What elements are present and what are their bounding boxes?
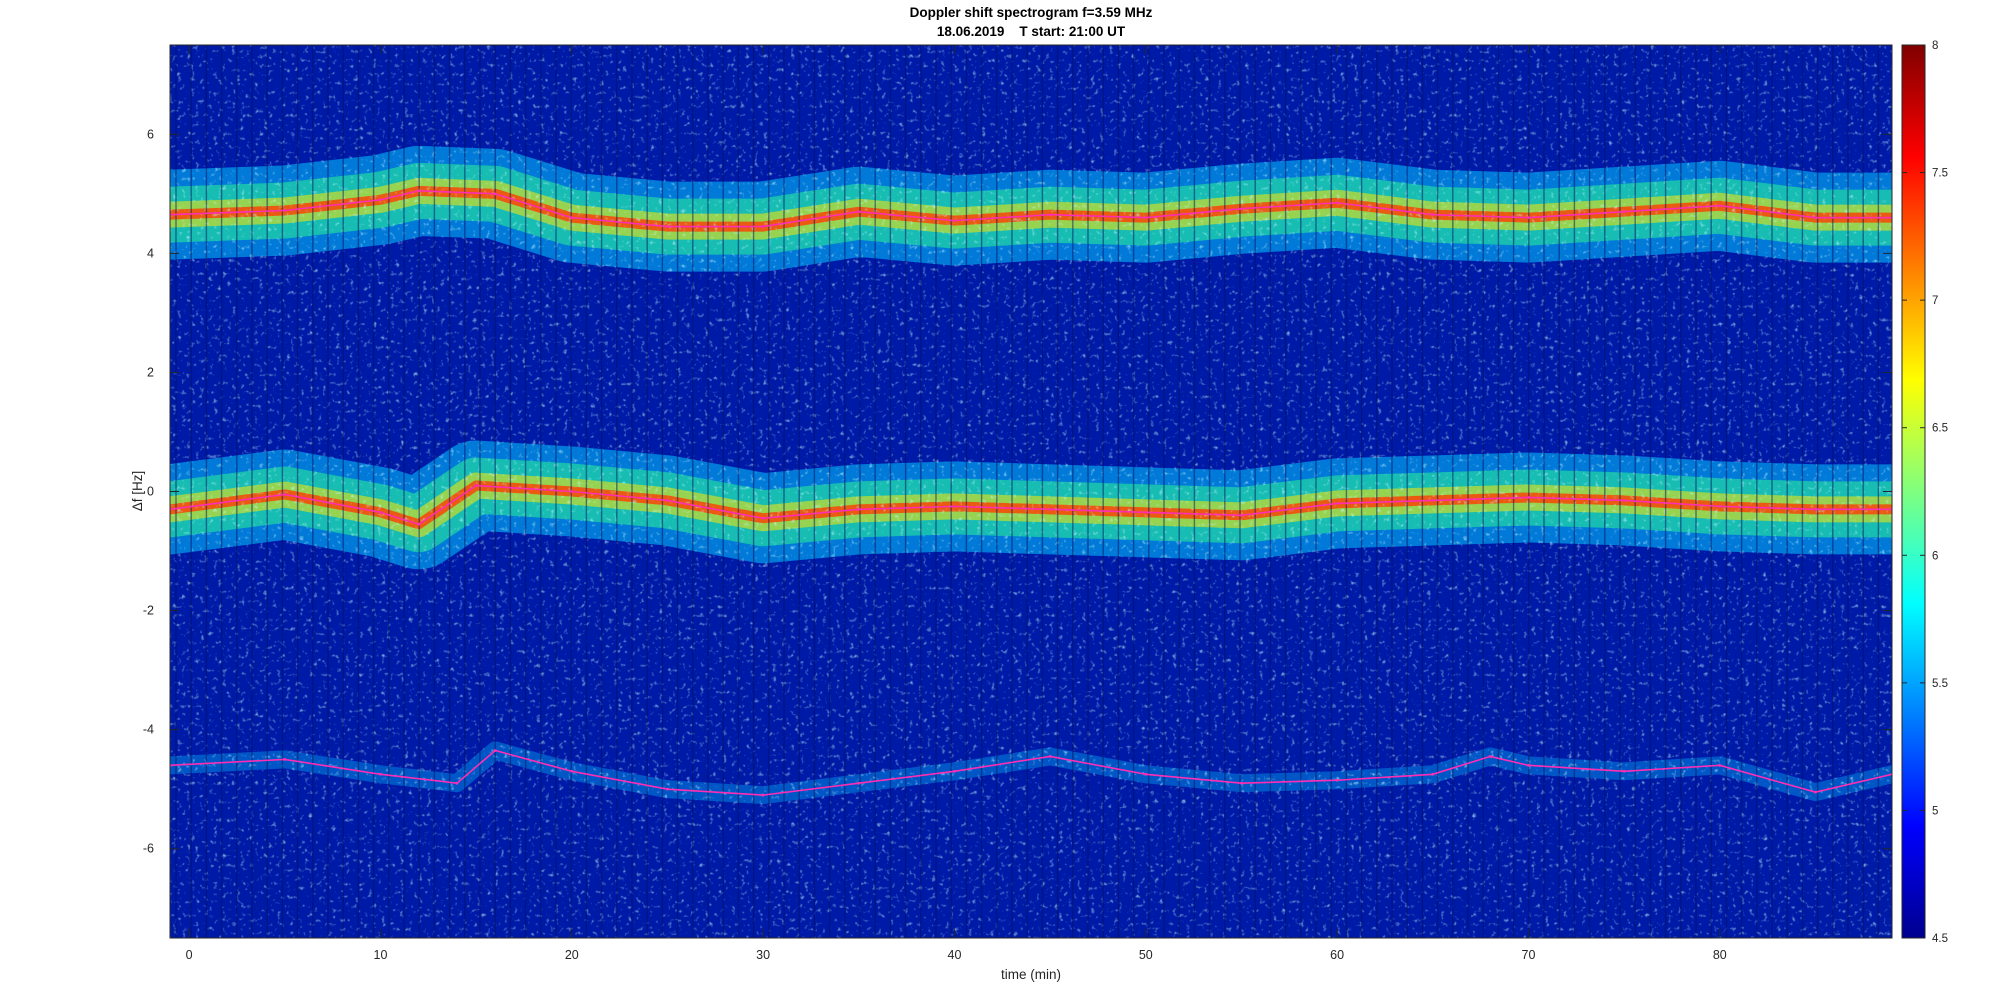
- data-point: [1240, 513, 1243, 517]
- data-point: [570, 769, 574, 773]
- data-point: [493, 192, 497, 196]
- data-point: [1814, 790, 1817, 794]
- x-tick-label: 50: [1139, 948, 1153, 962]
- x-tick-label: 30: [756, 948, 770, 962]
- data-point: [1144, 216, 1148, 220]
- data-point: [953, 504, 956, 508]
- data-point: [1814, 507, 1817, 511]
- series-line: [170, 190, 1892, 228]
- data-point: [1048, 507, 1052, 511]
- x-axis-label: time (min): [1001, 967, 1061, 982]
- x-axis: 0 10 20 30 40 50 60 70 80: [186, 45, 1727, 962]
- noise-speckle: [170, 45, 1892, 938]
- x-tick-label: 60: [1330, 948, 1344, 962]
- data-point: [1048, 755, 1052, 758]
- data-point: [379, 510, 382, 514]
- chart-subtitle: 18.06.2019 T start: 21:00 UT: [937, 24, 1126, 39]
- y-tick-label: -2: [143, 604, 154, 618]
- data-point: [283, 209, 287, 212]
- data-point: [666, 499, 669, 502]
- y-axis-label: Δf [Hz]: [130, 471, 145, 512]
- data-point: [1718, 504, 1722, 508]
- colorbar-ticks: 4.5 5 5.5 6 6.5 7 7.5 8: [1902, 40, 1948, 945]
- series-3: [170, 749, 1892, 797]
- colorbar-tick-label: 5.5: [1932, 678, 1948, 690]
- y-tick-label: 4: [147, 246, 154, 260]
- data-point: [1335, 201, 1339, 205]
- series-line: [170, 484, 1892, 526]
- y-axis: -6 -4 -2 0 2 4 6: [143, 127, 1892, 856]
- data-point: [1527, 216, 1530, 220]
- data-point: [1431, 772, 1435, 776]
- data-point: [1527, 496, 1530, 499]
- data-point: [761, 516, 765, 520]
- data-point: [1240, 207, 1243, 211]
- data-point: [953, 769, 956, 773]
- data-point: [857, 507, 861, 511]
- data-point: [379, 772, 382, 776]
- data-point: [666, 787, 669, 791]
- y-tick-label: 2: [147, 365, 154, 379]
- data-point: [953, 219, 956, 223]
- x-tick-label: 40: [948, 948, 962, 962]
- x-tick-label: 20: [565, 948, 579, 962]
- plot-area: [170, 45, 1892, 938]
- y-tick-label: 6: [147, 127, 154, 141]
- data-point: [1527, 763, 1530, 767]
- trace-lines: [170, 189, 1892, 797]
- data-point: [283, 758, 287, 761]
- data-point: [857, 210, 861, 214]
- data-point: [1048, 213, 1052, 217]
- data-point: [1718, 763, 1722, 767]
- colorbar-tick-label: 5: [1932, 805, 1938, 817]
- y-tick-label: -6: [143, 842, 154, 856]
- data-point: [455, 781, 459, 785]
- data-point: [379, 198, 382, 202]
- y-tick-label: -4: [143, 723, 154, 737]
- data-point: [1240, 781, 1243, 785]
- data-point: [417, 189, 421, 193]
- x-tick-label: 80: [1713, 948, 1727, 962]
- data-point: [666, 225, 669, 228]
- data-point: [761, 793, 765, 797]
- data-point: [417, 522, 421, 526]
- colorbar-tick-label: 7: [1932, 295, 1938, 307]
- data-point: [1335, 502, 1339, 505]
- x-tick-label: 70: [1522, 948, 1536, 962]
- y-tick-label: 0: [147, 485, 154, 499]
- data-point: [570, 490, 574, 493]
- x-tick-label: 0: [186, 948, 193, 962]
- data-point: [1144, 510, 1148, 514]
- colorbar: [1901, 44, 1926, 939]
- data-point: [1622, 210, 1626, 214]
- data-point: [493, 749, 497, 752]
- data-point: [474, 484, 478, 487]
- colorbar-tick-label: 6.5: [1932, 423, 1948, 435]
- data-point: [761, 225, 765, 228]
- colorbar-tick-label: 6: [1932, 550, 1938, 562]
- data-point: [1335, 778, 1339, 782]
- data-point: [1431, 213, 1435, 217]
- colorbar-tick-label: 8: [1932, 40, 1938, 52]
- data-point: [1144, 772, 1148, 776]
- data-point: [1622, 499, 1626, 502]
- chart-title: Doppler shift spectrogram f=3.59 MHz: [910, 5, 1153, 20]
- x-tick-label: 10: [374, 948, 388, 962]
- data-point: [1431, 499, 1435, 502]
- series-1: [170, 189, 1892, 228]
- colorbar-tick-label: 4.5: [1932, 933, 1948, 945]
- data-point: [1718, 204, 1722, 208]
- data-point: [1622, 769, 1626, 773]
- data-point: [1488, 755, 1492, 758]
- data-point: [857, 781, 861, 785]
- data-point: [283, 493, 287, 496]
- data-point: [570, 216, 574, 220]
- data-point: [1814, 216, 1817, 220]
- colorbar-tick-label: 7.5: [1932, 168, 1948, 180]
